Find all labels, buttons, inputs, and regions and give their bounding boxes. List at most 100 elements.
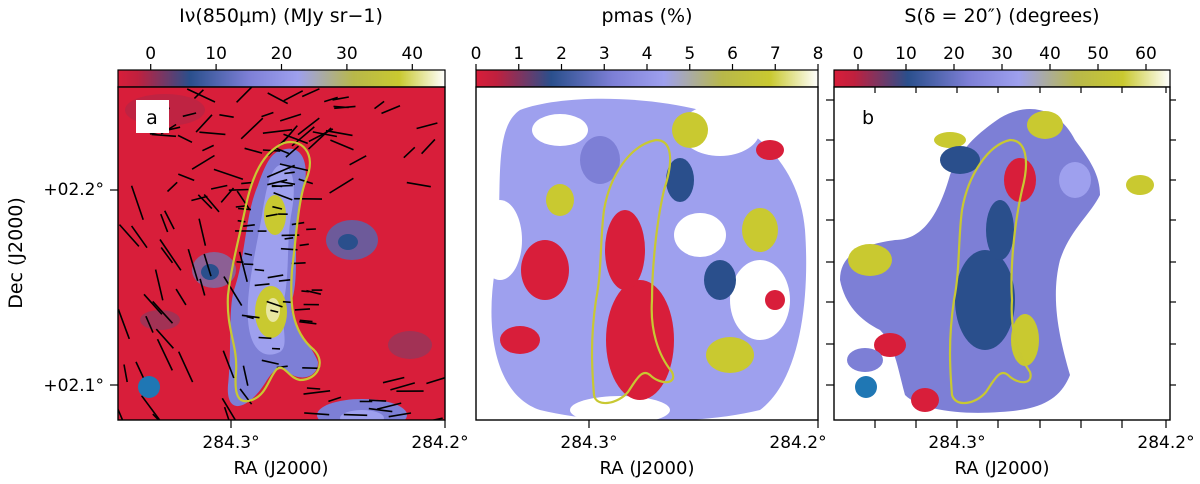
- polarization-vector: [195, 114, 213, 133]
- polarization-vector: [272, 205, 283, 210]
- x-axis-label: RA (J2000): [600, 458, 695, 479]
- beam-marker: [855, 376, 877, 398]
- polarization-vector: [236, 190, 251, 211]
- colorbar-dispersion: [833, 69, 1171, 88]
- polarization-vector: [191, 195, 208, 202]
- colorbar-tick-label: 8: [813, 44, 824, 64]
- colorbar-tick-label: 4: [642, 44, 653, 64]
- polarization-vector: [323, 96, 338, 103]
- polarization-vector: [343, 413, 368, 417]
- polarization-vector: [283, 133, 308, 145]
- polarization-vector: [329, 177, 354, 194]
- polarization-vector: [193, 89, 204, 99]
- polarization-vector: [267, 92, 289, 105]
- polarization-vector: [325, 129, 353, 137]
- polarization-vector: [299, 320, 317, 325]
- polarization-vector: [223, 406, 230, 420]
- polarization-vector: [297, 117, 320, 136]
- colorbar-tick-label: 1: [513, 44, 524, 64]
- axis-ticks-pmas: [588, 420, 819, 428]
- colorbar-tick-label: 50: [1087, 44, 1109, 64]
- polarization-vector: [228, 188, 249, 191]
- plot-frame-pmas: [475, 86, 819, 421]
- polarization-vector: [282, 300, 291, 304]
- polarization-vector: [280, 180, 296, 186]
- colorbar-label-dispersion: S(δ = 20″) (degrees): [904, 5, 1099, 27]
- polarization-vector: [406, 181, 431, 188]
- polarization-vector: [242, 365, 249, 386]
- polarization-vector: [187, 248, 199, 282]
- polarization-vector: [330, 139, 354, 151]
- colorbar-tick-label: 60: [1135, 44, 1157, 64]
- polarization-vector: [283, 90, 304, 102]
- x-axis-label: RA (J2000): [234, 458, 329, 479]
- polarization-vector: [258, 336, 272, 340]
- panel-label-a: a: [146, 107, 158, 129]
- axis-ticks-intensity: [110, 189, 446, 428]
- polarization-vector: [197, 194, 213, 210]
- polarization-vector: [302, 367, 320, 370]
- polarization-vector: [374, 100, 385, 110]
- intensity-contour: [226, 140, 321, 403]
- polarization-vector: [421, 138, 436, 155]
- polarization-vector: [156, 338, 174, 371]
- polarization-vector: [265, 213, 278, 218]
- colorbar-tick-label: 7: [770, 44, 781, 64]
- polarization-vector: [177, 351, 194, 383]
- polarization-vectors: [118, 87, 445, 420]
- polarization-vector: [368, 399, 387, 402]
- intensity-contour: [590, 138, 675, 405]
- polarization-vector: [275, 147, 290, 155]
- polarization-vector: [178, 173, 195, 182]
- polarization-vector: [118, 407, 124, 420]
- colorbar-tick-label: 6: [727, 44, 738, 64]
- polarization-vector: [426, 376, 445, 385]
- colorbar-tick-label: 0: [145, 44, 156, 64]
- polarization-vector: [262, 128, 293, 134]
- polarization-vector: [213, 168, 244, 180]
- polarization-vector: [235, 205, 247, 208]
- panel-label-box-a: [136, 100, 169, 133]
- polarization-vector: [221, 397, 237, 420]
- polarization-vector: [303, 390, 331, 395]
- x-axis-label: RA (J2000): [955, 458, 1050, 479]
- colorbar-tick-label: 0: [853, 44, 864, 64]
- polarization-vector: [222, 350, 235, 379]
- polarization-vector: [266, 164, 296, 178]
- intensity-contour: [948, 138, 1032, 405]
- polarization-vector: [273, 192, 293, 201]
- polarization-vector: [155, 328, 174, 349]
- polarization-vector: [152, 300, 174, 324]
- colorbar-ticks-dispersion: 0 10 20 30 40 50 60: [853, 44, 1157, 70]
- polarization-vector: [199, 278, 206, 296]
- polarization-vector: [140, 395, 161, 420]
- polarization-vector: [261, 359, 279, 365]
- polarization-vector: [198, 218, 207, 246]
- polarization-vector: [285, 145, 300, 158]
- panel-polarization-fraction: pmas (%) 0 1 2 3 4 5 6 7 8: [471, 5, 827, 479]
- polarization-vector: [241, 314, 260, 319]
- polarization-vector: [240, 117, 264, 140]
- panel-intensity: Iν(850μm) (MJy sr−1) 0 10 20 30 40 a: [43, 5, 468, 479]
- axis-ticks-dispersion: [826, 87, 1176, 428]
- polarization-vector: [306, 387, 321, 390]
- polarization-vector: [203, 253, 212, 277]
- polarization-vector: [261, 111, 274, 118]
- polarization-vector: [349, 155, 367, 166]
- polarization-vector: [284, 171, 295, 175]
- polarization-vector: [267, 179, 288, 186]
- polarization-vector: [203, 193, 220, 213]
- x-tick-label: 284.3°: [928, 433, 985, 453]
- colorbar-ticks-pmas: 0 1 2 3 4 5 6 7 8: [471, 44, 824, 70]
- polarization-vector: [390, 382, 416, 391]
- polarization-vector: [254, 283, 270, 287]
- polarization-vector: [118, 224, 140, 247]
- polarization-vector: [299, 243, 309, 247]
- colorbar-tick-label: 20: [271, 44, 293, 64]
- polarization-vector: [163, 210, 175, 230]
- colorbar-tick-label: 2: [556, 44, 567, 64]
- colorbar-label-intensity: Iν(850μm) (MJy sr−1): [179, 5, 383, 27]
- colorbar-tick-label: 30: [991, 44, 1013, 64]
- polarization-vector: [219, 114, 234, 118]
- colorbar-tick-label: 10: [895, 44, 917, 64]
